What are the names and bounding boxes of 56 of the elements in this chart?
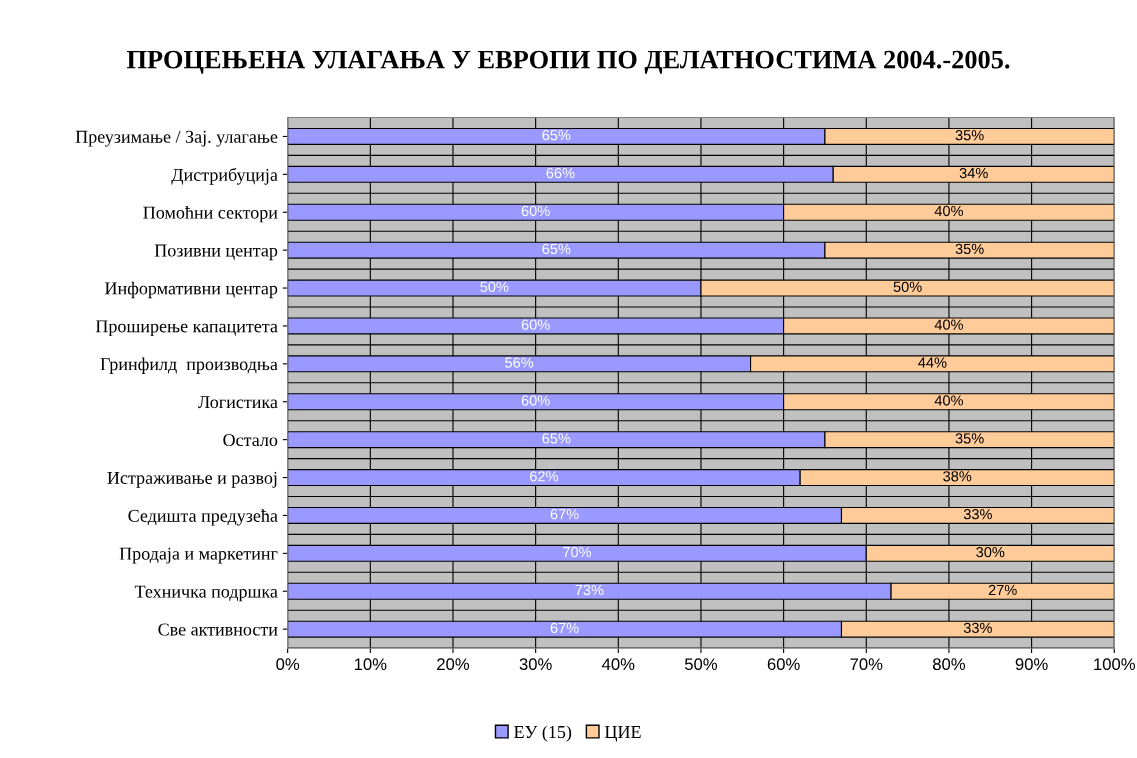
data-label: 40% (934, 395, 964, 406)
y-tick-label: Све активности (158, 623, 278, 636)
data-label: 34% (959, 167, 988, 179)
data-label: 60% (521, 319, 550, 330)
data-label: 40% (934, 205, 964, 217)
y-tick-label: Дистрибуција (171, 167, 278, 185)
x-tick-label: 90% (1015, 658, 1048, 671)
data-label: 67% (550, 622, 579, 634)
data-label: 56% (505, 357, 534, 368)
data-label: 66% (546, 167, 575, 179)
y-tick-label: Позивни центар (154, 244, 278, 261)
y-tick-label: Преузимање / Зај. улагање (75, 130, 278, 147)
data-label: 60% (521, 205, 550, 217)
data-label: 65% (542, 130, 571, 141)
y-tick-label: Логистика (198, 396, 278, 409)
y-tick-label: Остало (223, 433, 278, 447)
data-label: 65% (542, 243, 571, 255)
data-label: 44% (918, 357, 947, 368)
x-tick-label: 20% (437, 658, 470, 671)
x-tick-label: 30% (519, 658, 552, 671)
y-tick-label: Истраживање и развој (107, 471, 277, 488)
data-label: 33% (963, 622, 992, 634)
data-label: 33% (963, 509, 992, 520)
data-label: 30% (976, 546, 1005, 558)
x-tick-label: 50% (684, 658, 718, 671)
x-tick-label: 70% (850, 658, 883, 671)
data-label: 65% (542, 433, 571, 444)
x-tick-label: 60% (767, 658, 800, 671)
chart-title: ПРОЦЕЊЕНА УЛАГАЊА У ЕВРОПИ ПО ДЕЛАТНОСТИМА 2004.-2005. (126, 50, 1010, 74)
data-label: 35% (955, 130, 984, 141)
y-tick-label: Помоћни сектори (143, 205, 278, 223)
y-tick-label: Проширење капацитета (95, 320, 278, 337)
data-label: 38% (943, 471, 972, 482)
x-tick-label: 10% (354, 658, 387, 671)
data-label: 35% (955, 433, 984, 444)
y-tick-label: Седишта предузећа (128, 509, 278, 526)
y-tick-label: Техничка подршка (134, 585, 278, 602)
data-label: 60% (521, 395, 550, 406)
data-label: 67% (550, 509, 579, 520)
y-tick-label: Информативни центар (105, 281, 278, 299)
legend-label: ЕУ (15) (514, 725, 572, 742)
y-tick-label: Продаја и маркетинг (119, 547, 278, 564)
data-label: 73% (575, 584, 604, 596)
x-tick-label: 0% (276, 658, 300, 671)
data-label: 40% (934, 319, 964, 330)
data-label: 50% (893, 281, 922, 292)
legend-label: ЦИЕ (604, 726, 641, 742)
data-label: 70% (563, 546, 592, 558)
x-tick-label: 40% (602, 658, 635, 671)
data-label: 50% (480, 281, 509, 292)
x-tick-label: 100% (1094, 658, 1135, 671)
data-label: 62% (530, 471, 558, 482)
data-label: 27% (988, 584, 1017, 596)
y-tick-label: Гринфилд производња (100, 357, 278, 374)
x-tick-label: 80% (932, 658, 966, 671)
data-label: 35% (955, 243, 984, 255)
